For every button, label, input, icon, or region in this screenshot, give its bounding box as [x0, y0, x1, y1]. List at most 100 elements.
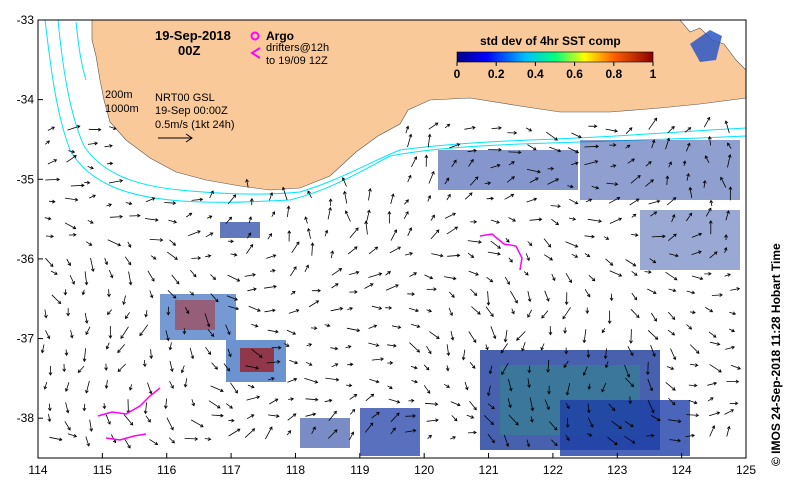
current-arrow-icon	[708, 220, 713, 235]
current-arrow-icon	[720, 176, 727, 188]
current-arrow-icon	[449, 291, 455, 298]
current-arrow-icon	[109, 214, 123, 219]
current-arrow-icon	[685, 212, 693, 222]
current-arrow-icon	[548, 326, 553, 336]
current-arrow-icon	[526, 197, 538, 203]
current-arrow-icon	[669, 253, 679, 258]
current-arrow-icon	[651, 234, 666, 239]
current-arrow-icon	[724, 273, 731, 277]
current-arrow-icon	[587, 383, 592, 390]
current-arrow-icon	[205, 254, 212, 258]
current-arrow-icon	[211, 413, 224, 418]
current-arrow-icon	[629, 198, 640, 206]
current-arrow-icon	[191, 399, 196, 407]
current-arrow-icon	[490, 240, 501, 249]
current-arrow-icon	[108, 325, 113, 339]
current-arrow-icon	[405, 125, 410, 134]
current-arrow-icon	[311, 426, 316, 434]
current-arrow-icon	[307, 227, 311, 239]
current-arrow-icon	[104, 257, 109, 266]
current-arrow-icon	[325, 377, 340, 382]
current-arrow-icon	[106, 309, 113, 315]
current-arrow-icon	[486, 385, 491, 397]
current-arrow-icon	[228, 418, 235, 423]
current-arrow-icon	[117, 344, 126, 354]
current-arrow-icon	[304, 377, 319, 384]
current-arrow-icon	[468, 331, 477, 343]
current-arrow-icon	[627, 158, 635, 164]
current-arrow-icon	[167, 290, 177, 299]
current-arrow-icon	[450, 436, 457, 440]
current-arrow-icon	[125, 312, 130, 320]
current-arrow-icon	[149, 290, 154, 299]
current-arrow-icon	[49, 199, 56, 204]
y-tick-label: -34	[17, 93, 35, 107]
y-tick-label: -38	[17, 411, 35, 425]
current-arrow-icon	[310, 242, 315, 256]
current-date-label: 19-Sep 00:00Z	[155, 105, 228, 117]
current-arrow-icon	[48, 365, 53, 376]
current-arrow-icon	[585, 307, 590, 314]
current-arrow-icon	[124, 438, 131, 449]
current-arrow-icon	[487, 433, 495, 444]
current-arrow-icon	[287, 377, 298, 383]
current-arrow-icon	[631, 270, 638, 276]
current-arrow-icon	[544, 290, 550, 302]
current-arrow-icon	[251, 348, 263, 358]
current-arrow-icon	[727, 142, 732, 149]
current-arrow-icon	[684, 127, 692, 133]
current-arrow-icon	[584, 289, 591, 298]
argo-marker-icon	[250, 31, 260, 41]
current-arrow-icon	[343, 190, 348, 204]
current-arrow-icon	[647, 400, 655, 414]
current-arrow-icon	[90, 257, 95, 272]
current-vectors	[40, 116, 742, 449]
current-arrow-icon	[244, 273, 256, 277]
current-arrow-icon	[667, 311, 676, 320]
current-arrow-icon	[606, 182, 619, 186]
current-arrow-icon	[585, 198, 593, 203]
current-arrow-icon	[730, 287, 741, 291]
current-arrow-icon	[64, 349, 69, 357]
current-arrow-icon	[547, 385, 551, 395]
current-arrow-icon	[345, 345, 352, 349]
current-arrow-icon	[667, 125, 675, 134]
current-arrow-icon	[503, 434, 510, 448]
current-arrow-icon	[609, 217, 623, 224]
current-arrow-icon	[405, 414, 416, 418]
current-arrow-icon	[466, 414, 475, 419]
current-arrow-icon	[207, 329, 215, 337]
current-arrow-icon	[649, 258, 657, 264]
colorbar	[456, 51, 654, 63]
current-arrow-icon	[625, 377, 635, 388]
current-arrow-icon	[45, 234, 54, 239]
current-arrow-icon	[511, 308, 515, 315]
current-arrow-icon	[143, 402, 148, 415]
x-tick-label: 117	[222, 463, 241, 477]
current-arrow-icon	[64, 382, 70, 392]
current-arrow-icon	[264, 284, 277, 289]
current-arrow-icon	[145, 197, 156, 203]
current-arrow-icon	[127, 241, 132, 248]
current-arrow-icon	[407, 292, 416, 296]
current-arrow-icon	[508, 257, 513, 263]
current-arrow-icon	[669, 438, 682, 443]
current-arrow-icon	[705, 207, 712, 217]
current-arrow-icon	[645, 179, 654, 187]
current-arrow-icon	[290, 290, 296, 295]
current-arrow-icon	[446, 226, 459, 235]
current-arrow-icon	[630, 174, 641, 184]
current-arrow-icon	[609, 143, 617, 147]
current-arrow-icon	[521, 342, 526, 352]
current-arrow-icon	[571, 253, 579, 258]
current-arrow-icon	[408, 398, 415, 403]
current-arrow-icon	[246, 414, 255, 420]
current-arrow-icon	[488, 403, 495, 410]
current-arrow-icon	[584, 253, 591, 258]
current-arrow-icon	[387, 385, 393, 389]
current-arrow-icon	[427, 194, 432, 202]
current-arrow-icon	[510, 290, 518, 304]
drifter-tracks	[97, 233, 523, 441]
current-arrow-icon	[490, 326, 497, 340]
y-tick-label: -33	[17, 13, 35, 27]
